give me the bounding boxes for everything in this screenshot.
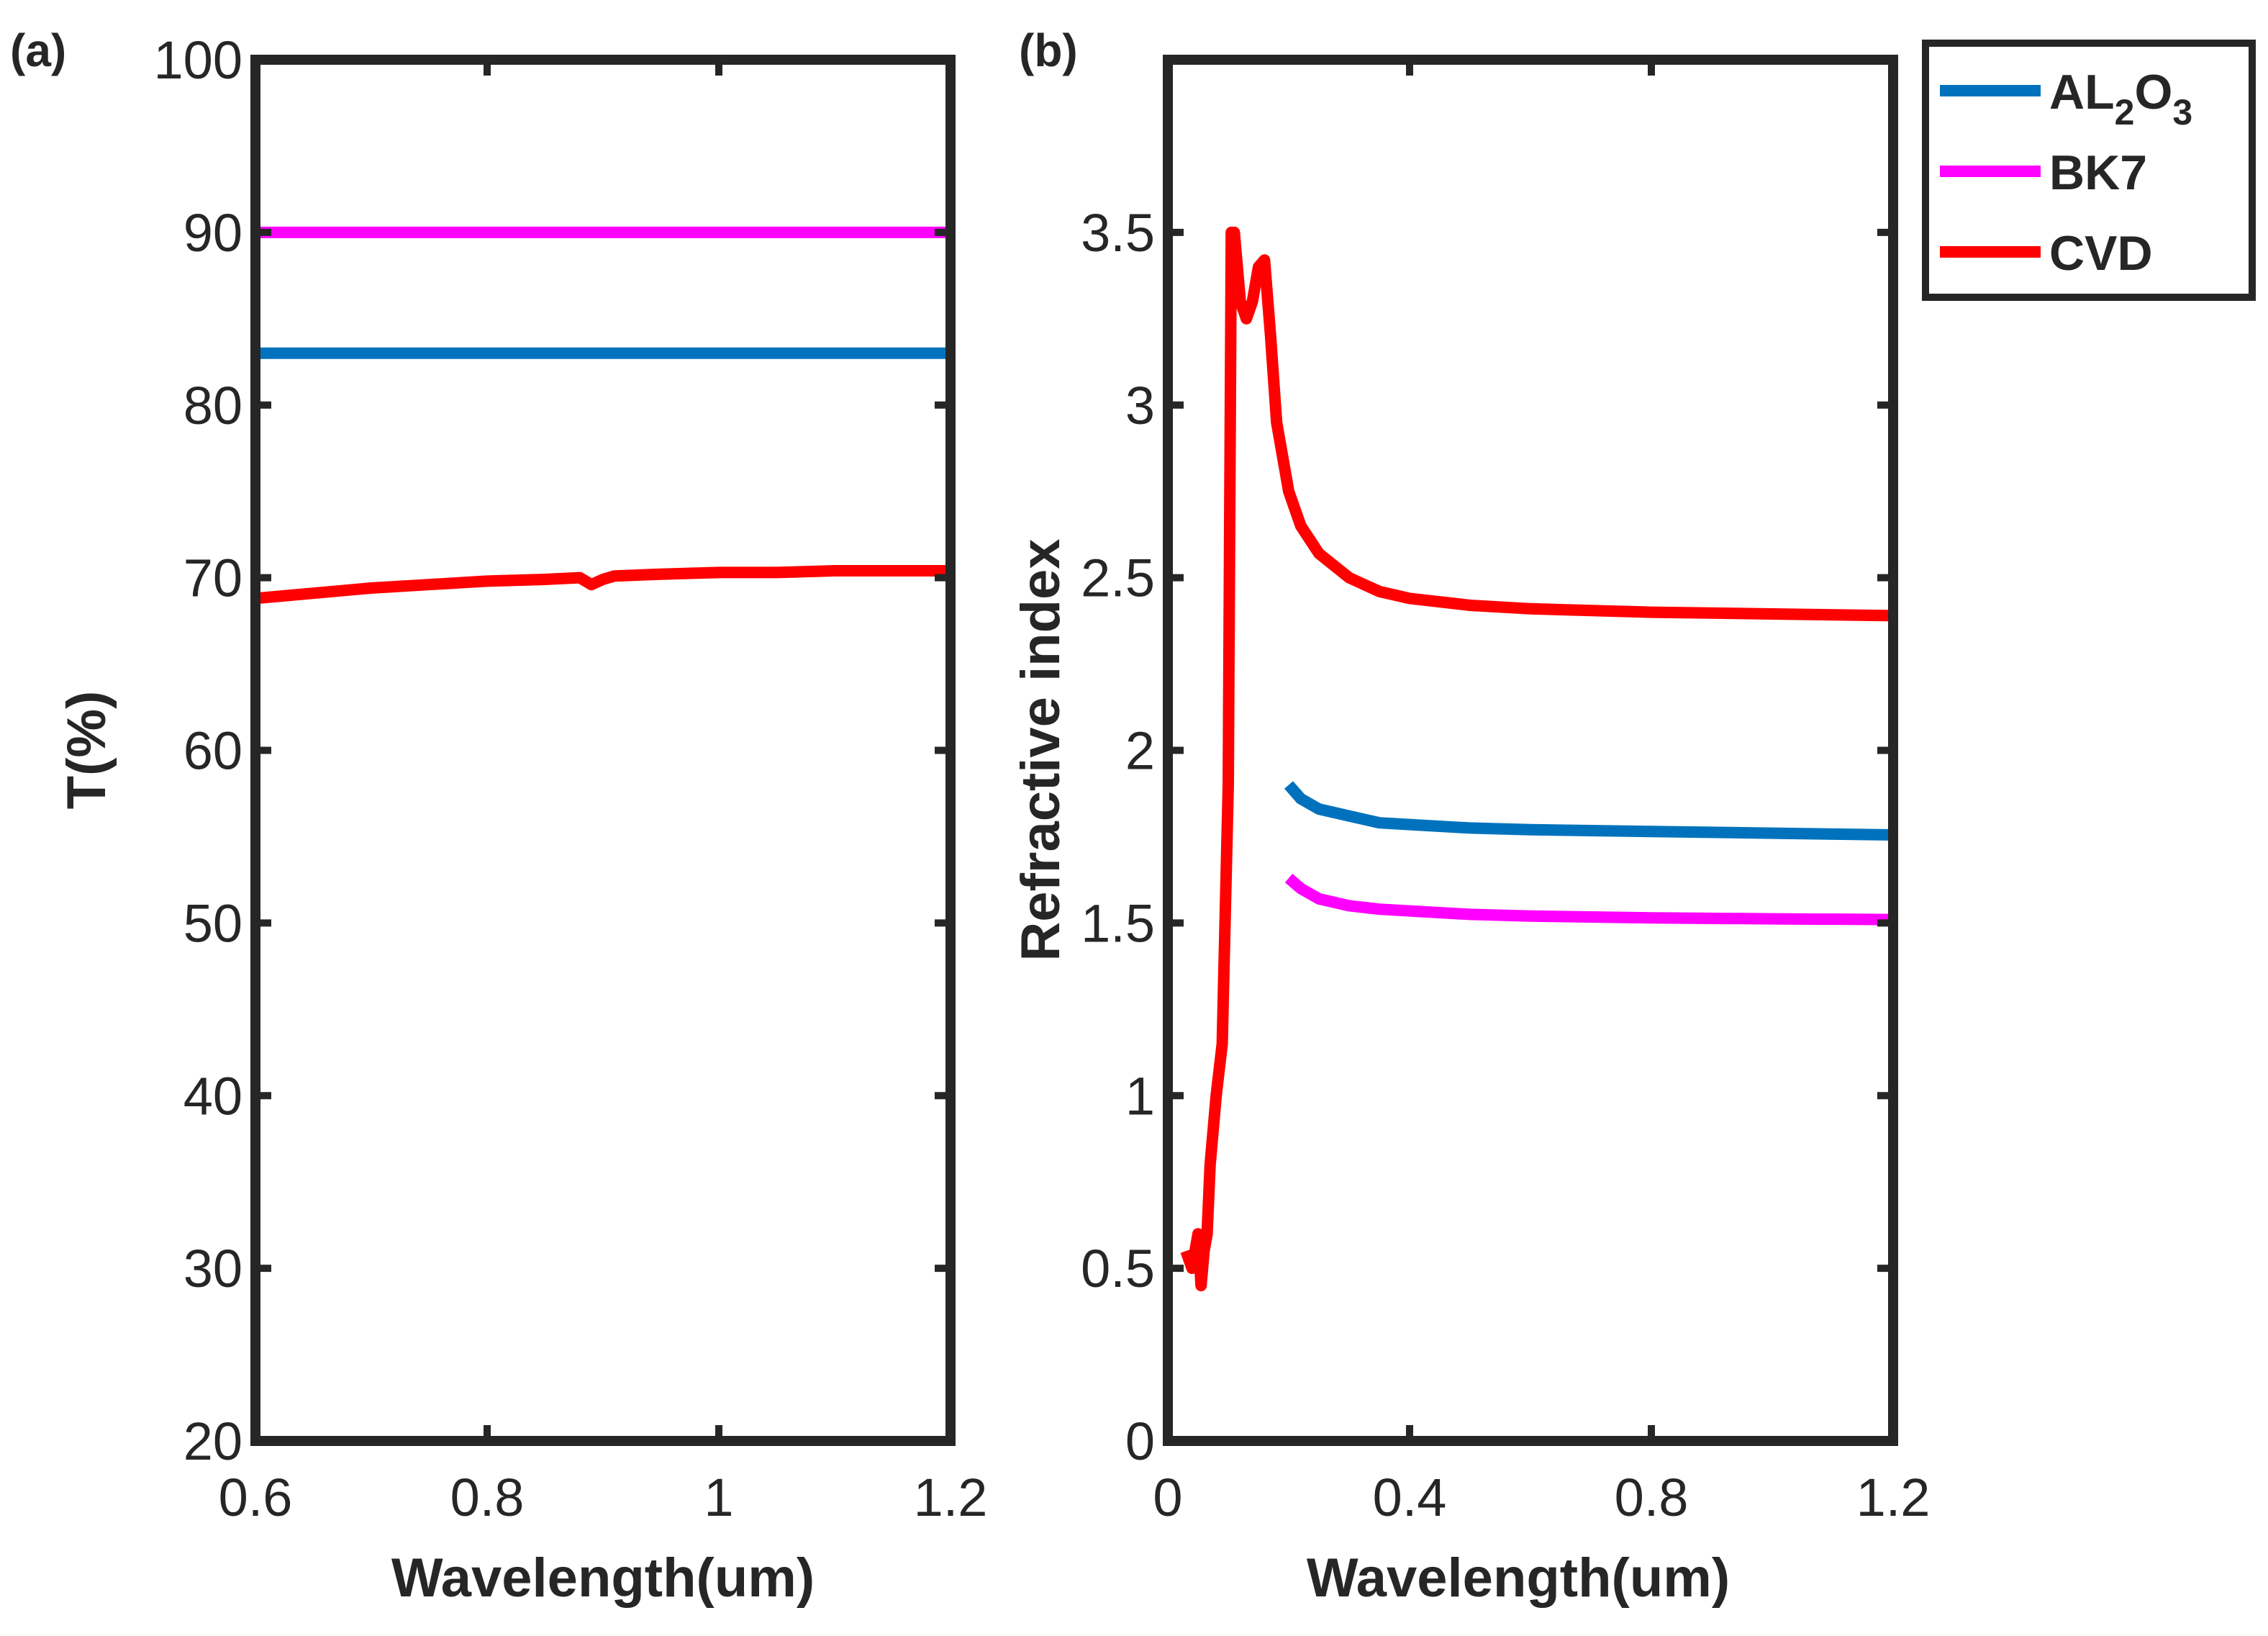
panel-a-xlabel: Wavelength(um) [391,1547,815,1609]
panel-b-xtick-label: 0 [1153,1468,1182,1527]
panel-b-xtick-label: 0.4 [1373,1468,1447,1527]
panel-b-ylabel: Refractive index [1010,538,1071,961]
legend-label-al2o3: AL2O3 [2049,65,2192,132]
panel-a-ticks: 0.6 0.8 1 1.2 20 30 40 50 60 70 80 90 100 [154,30,988,1527]
legend-label-bk7: BK7 [2049,145,2147,200]
panel-b-series-al2o3 [1284,781,1894,841]
panel-a-ytick-label: 90 [183,203,242,263]
panel-b-ytick-label: 0 [1125,1411,1155,1471]
panel-a-ytick-label: 50 [183,893,242,953]
panel-b-ytick-label: 3.5 [1081,203,1155,263]
panel-a-xtick-label: 0.6 [219,1468,293,1527]
panel-a-series-cvd [255,565,951,605]
chart-panel-a: (a) 0.6 0.8 1 1.2 20 30 40 50 60 70 80 90 100 Wavele… [10,24,987,1609]
panel-a-ytick-label: 80 [183,376,242,435]
chart-panel-b: (b) 0 0.4 0.8 1.2 0 0.5 1 1.5 2 2.5 3 3.5 Wavelengt… [1010,24,1930,1609]
panel-a-ytick-label: 40 [183,1066,242,1126]
panel-b-xtick-label: 0.8 [1615,1468,1689,1527]
panel-a-axes-box [250,55,956,1446]
panel-b-xtick-label: 1.2 [1856,1468,1931,1527]
panel-a-series [255,226,951,605]
panel-b-label: (b) [1019,24,1078,76]
legend: AL2O3 BK7 CVD [1922,40,2256,301]
panel-b-axes-box [1163,55,1898,1446]
panel-a-xtick-label: 0.8 [450,1468,525,1527]
panel-b-ytick-label: 0.5 [1081,1239,1155,1298]
panel-b-series-cvd [1180,226,1894,1292]
panel-b-ticks: 0 0.4 0.8 1.2 0 0.5 1 1.5 2 2.5 3 3.5 [1081,60,1930,1527]
panel-a-ytick-label: 100 [154,30,242,90]
panel-a-xtick-label: 1 [704,1468,733,1527]
panel-b-ytick-label: 1 [1125,1066,1155,1126]
legend-label-cvd: CVD [2049,226,2153,281]
panel-b-ytick-label: 2 [1125,721,1155,781]
panel-a-ytick-label: 20 [183,1411,242,1471]
panel-a-xtick-label: 1.2 [914,1468,988,1527]
panel-b-series [1180,226,1894,1292]
panel-a-ylabel: T(%) [56,691,117,810]
panel-b-ytick-label: 1.5 [1081,893,1155,953]
panel-a-label: (a) [10,24,66,76]
panel-b-ytick-label: 2.5 [1081,548,1155,608]
panel-b-xlabel: Wavelength(um) [1307,1547,1730,1609]
panel-a-ytick-label: 70 [183,548,242,608]
panel-b-ytick-label: 3 [1125,376,1155,435]
panel-a-ytick-label: 60 [183,721,242,781]
panel-a-ytick-label: 30 [183,1239,242,1298]
panel-b-series-bk7 [1284,873,1894,926]
